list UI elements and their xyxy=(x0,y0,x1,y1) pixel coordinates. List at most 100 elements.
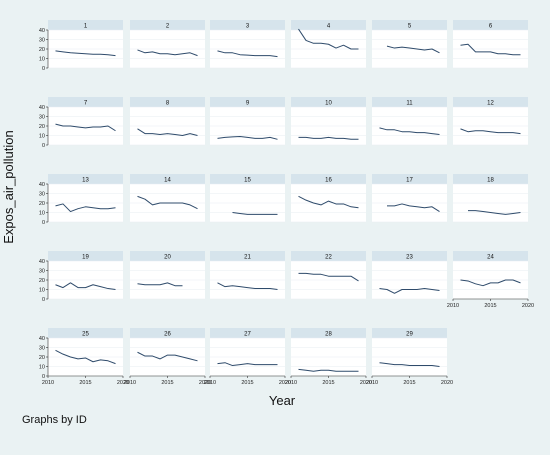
panel-header xyxy=(372,328,447,338)
y-tick-label: 30 xyxy=(39,192,45,198)
y-tick-label: 30 xyxy=(39,38,45,44)
series-line-16 xyxy=(298,195,359,209)
panel-id-label: 20 xyxy=(164,255,171,261)
panel-header xyxy=(372,251,447,261)
panel-header xyxy=(210,174,285,184)
panel-id-label: 15 xyxy=(244,178,251,184)
series-line-7 xyxy=(55,123,116,132)
panel-id-label: 6 xyxy=(489,24,493,30)
panel-id-label: 2 xyxy=(166,24,170,30)
x-tick-label: 2020 xyxy=(199,380,211,386)
y-tick-label: 10 xyxy=(39,211,45,217)
panel-22: 22 xyxy=(291,251,366,300)
panel-header xyxy=(372,174,447,184)
panel-8: 8 xyxy=(130,97,205,146)
panel-25: 25 0 10 20 30 40 2010 2015 2020 xyxy=(39,328,129,386)
panel-18: 18 xyxy=(453,174,528,223)
y-tick-label: 30 xyxy=(39,346,45,352)
panel-17: 17 xyxy=(372,174,447,223)
panel-6: 6 xyxy=(453,20,528,69)
panel-id-label: 4 xyxy=(327,24,331,30)
panel-id-label: 19 xyxy=(82,255,89,261)
panel-id-label: 26 xyxy=(164,332,171,338)
panel-header xyxy=(130,251,205,261)
panel-header xyxy=(453,97,528,107)
panel-id-label: 14 xyxy=(164,178,171,184)
panel-4: 4 xyxy=(291,20,366,69)
panel-24: 24 2010 2015 2020 xyxy=(447,251,534,309)
x-tick-label: 2010 xyxy=(204,380,216,386)
series-line-8 xyxy=(137,128,198,136)
panel-header xyxy=(372,97,447,107)
x-tick-label: 2015 xyxy=(161,380,173,386)
panel-header xyxy=(48,20,123,30)
panel-header xyxy=(210,20,285,30)
panel-id-label: 24 xyxy=(487,255,494,261)
panel-header xyxy=(291,97,366,107)
panel-26: 26 2010 2015 2020 xyxy=(124,328,211,386)
x-tick-label: 2020 xyxy=(441,380,453,386)
x-tick-label: 2020 xyxy=(360,380,372,386)
x-tick-label: 2010 xyxy=(42,380,54,386)
series-line-20 xyxy=(137,282,183,287)
panel-id-label: 11 xyxy=(406,101,413,107)
y-tick-label: 20 xyxy=(39,278,45,284)
y-tick-label: 0 xyxy=(42,143,45,149)
y-tick-label: 20 xyxy=(39,124,45,130)
panel-header xyxy=(48,251,123,261)
y-tick-label: 10 xyxy=(39,134,45,140)
panel-27: 27 2010 2015 2020 xyxy=(204,328,291,386)
series-line-13 xyxy=(55,203,116,213)
x-tick-label: 2015 xyxy=(79,380,91,386)
series-line-22 xyxy=(298,272,359,282)
panel-header xyxy=(210,251,285,261)
x-tick-label: 2010 xyxy=(447,303,459,309)
y-tick-label: 20 xyxy=(39,47,45,53)
x-tick-label: 2015 xyxy=(403,380,415,386)
y-tick-label: 30 xyxy=(39,115,45,121)
x-tick-label: 2010 xyxy=(285,380,297,386)
series-line-28 xyxy=(298,368,359,372)
y-tick-label: 10 xyxy=(39,57,45,63)
x-tick-label: 2020 xyxy=(522,303,534,309)
series-line-19 xyxy=(55,282,116,290)
graphs-by-note: Graphs by ID xyxy=(22,414,87,426)
series-line-3 xyxy=(217,50,278,58)
panel-28: 28 2010 2015 2020 xyxy=(285,328,372,386)
panel-16: 16 xyxy=(291,174,366,223)
y-tick-label: 10 xyxy=(39,365,45,371)
y-tick-label: 0 xyxy=(42,220,45,226)
panel-9: 9 xyxy=(210,97,285,146)
panel-header xyxy=(291,251,366,261)
panel-10: 10 xyxy=(291,97,366,146)
series-line-12 xyxy=(460,128,521,135)
series-line-27 xyxy=(217,362,278,367)
panel-id-label: 3 xyxy=(246,24,250,30)
series-line-18 xyxy=(468,210,521,215)
panel-id-label: 8 xyxy=(166,101,170,107)
x-tick-label: 2020 xyxy=(279,380,291,386)
panel-id-label: 25 xyxy=(82,332,89,338)
panel-id-label: 10 xyxy=(325,101,332,107)
series-line-6 xyxy=(460,43,521,56)
panel-id-label: 27 xyxy=(244,332,251,338)
series-line-26 xyxy=(137,351,198,362)
y-tick-label: 10 xyxy=(39,288,45,294)
panel-header xyxy=(48,328,123,338)
series-line-15 xyxy=(232,212,278,215)
y-tick-label: 0 xyxy=(42,66,45,72)
y-tick-label: 40 xyxy=(39,182,45,188)
x-tick-label: 2015 xyxy=(322,380,334,386)
panel-13: 13 0 10 20 30 40 xyxy=(39,174,123,226)
panel-header xyxy=(210,97,285,107)
panel-header xyxy=(48,97,123,107)
panel-id-label: 17 xyxy=(406,178,413,184)
panel-19: 19 0 10 20 30 40 xyxy=(39,251,123,303)
panel-id-label: 29 xyxy=(406,332,413,338)
series-line-24 xyxy=(460,279,521,287)
series-line-29 xyxy=(379,362,440,367)
x-tick-label: 2010 xyxy=(366,380,378,386)
y-tick-label: 30 xyxy=(39,269,45,275)
